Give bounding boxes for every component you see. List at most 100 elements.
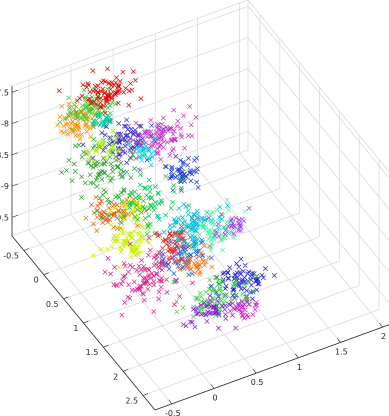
scatter-point <box>110 128 116 134</box>
y-tick-label: 0.5 <box>46 300 59 309</box>
scatter-point <box>193 239 199 245</box>
scatter-point <box>102 110 108 116</box>
scatter-point <box>110 147 116 153</box>
scatter-point <box>173 220 178 225</box>
scatter-point <box>181 244 186 250</box>
scatter-point <box>109 244 115 249</box>
scatter-point <box>113 80 119 85</box>
grid-line <box>83 236 320 324</box>
scatter-point <box>128 254 133 260</box>
scatter-point <box>199 294 204 300</box>
scatter-point <box>250 288 256 294</box>
scatter-point <box>219 216 225 222</box>
scatter-point <box>99 130 105 136</box>
x-tick-label: 0.5 <box>251 378 264 387</box>
scatter-point <box>122 143 128 149</box>
scatter-point <box>135 131 141 137</box>
scatter-point <box>139 157 145 163</box>
scatter-point <box>154 270 159 276</box>
scatter-point <box>115 193 121 199</box>
scatter-point <box>138 123 144 129</box>
scatter-point <box>156 214 161 219</box>
scatter-point <box>131 228 137 234</box>
scatter-point <box>163 173 168 179</box>
scatter-point <box>115 100 121 106</box>
scatter-point <box>95 94 101 100</box>
scatter-point <box>80 117 86 123</box>
scatter-point <box>224 291 229 297</box>
scatter-point <box>201 300 207 306</box>
scatter-point <box>80 103 85 108</box>
scatter-point <box>171 223 177 229</box>
scatter-point <box>154 213 160 219</box>
scatter-point <box>134 267 140 273</box>
scatter-point <box>203 312 209 318</box>
scatter-point <box>158 157 164 162</box>
scatter-point <box>242 208 248 214</box>
scatter-point <box>97 122 103 128</box>
scatter-point <box>250 289 256 295</box>
scatter-point <box>231 234 237 240</box>
scatter-point <box>210 216 216 222</box>
scatter-point <box>135 140 141 146</box>
scatter-point <box>132 130 138 135</box>
scatter-point <box>107 208 113 213</box>
grid-line <box>11 5 249 93</box>
scatter-point <box>72 102 77 108</box>
scatter-point <box>97 195 103 201</box>
scatter-point <box>147 133 153 139</box>
scatter-point <box>182 145 188 151</box>
scatter-point <box>180 161 186 167</box>
scatter-point <box>195 166 200 172</box>
scatter-point <box>226 207 231 213</box>
scatter-point <box>174 309 180 315</box>
scatter-point <box>85 157 91 162</box>
scatter-point <box>104 98 110 104</box>
scatter-point <box>88 180 94 186</box>
scatter-point <box>153 230 159 236</box>
scatter-point <box>93 101 99 107</box>
scatter-point <box>116 265 122 270</box>
scatter-point <box>208 284 214 289</box>
scatter-point <box>114 75 119 81</box>
scatter-point <box>90 155 96 161</box>
scatter-point <box>159 259 165 265</box>
scatter-point <box>105 105 111 111</box>
scatter-point <box>81 149 87 155</box>
scatter-point <box>57 114 63 120</box>
scatter-point <box>126 193 132 198</box>
scatter-point <box>85 97 91 102</box>
scatter-point <box>117 79 123 84</box>
scatter-point <box>59 104 65 109</box>
scatter-point <box>61 123 66 129</box>
scatter-point <box>90 164 96 170</box>
scatter-point <box>106 205 112 211</box>
scatter-point <box>261 275 266 281</box>
scatter-point <box>72 169 78 174</box>
scatter-point <box>117 139 123 145</box>
scatter-point <box>255 281 261 287</box>
grid-line <box>247 37 389 210</box>
scatter-point <box>271 273 277 278</box>
scatter-point <box>134 251 140 256</box>
scatter-point <box>139 194 144 200</box>
scatter-point <box>139 224 145 230</box>
scatter-point <box>114 236 120 242</box>
x-tick-mark <box>252 368 257 374</box>
scatter-point <box>149 133 154 139</box>
scatter-point <box>187 104 193 109</box>
scatter-point <box>68 111 74 117</box>
scatter-point <box>222 307 228 312</box>
scatter-point <box>193 240 198 246</box>
x-axis <box>154 324 389 411</box>
scatter-point <box>115 148 121 154</box>
scatter-point <box>143 185 148 191</box>
scatter-point <box>171 128 177 134</box>
z-tick-label: -8.5 <box>0 151 9 160</box>
scatter-point <box>101 155 106 161</box>
scatter-point <box>170 199 175 205</box>
scatter-point <box>59 129 64 134</box>
scatter-point <box>180 322 186 327</box>
scatter-point <box>149 195 155 200</box>
scatter-point <box>190 280 195 286</box>
